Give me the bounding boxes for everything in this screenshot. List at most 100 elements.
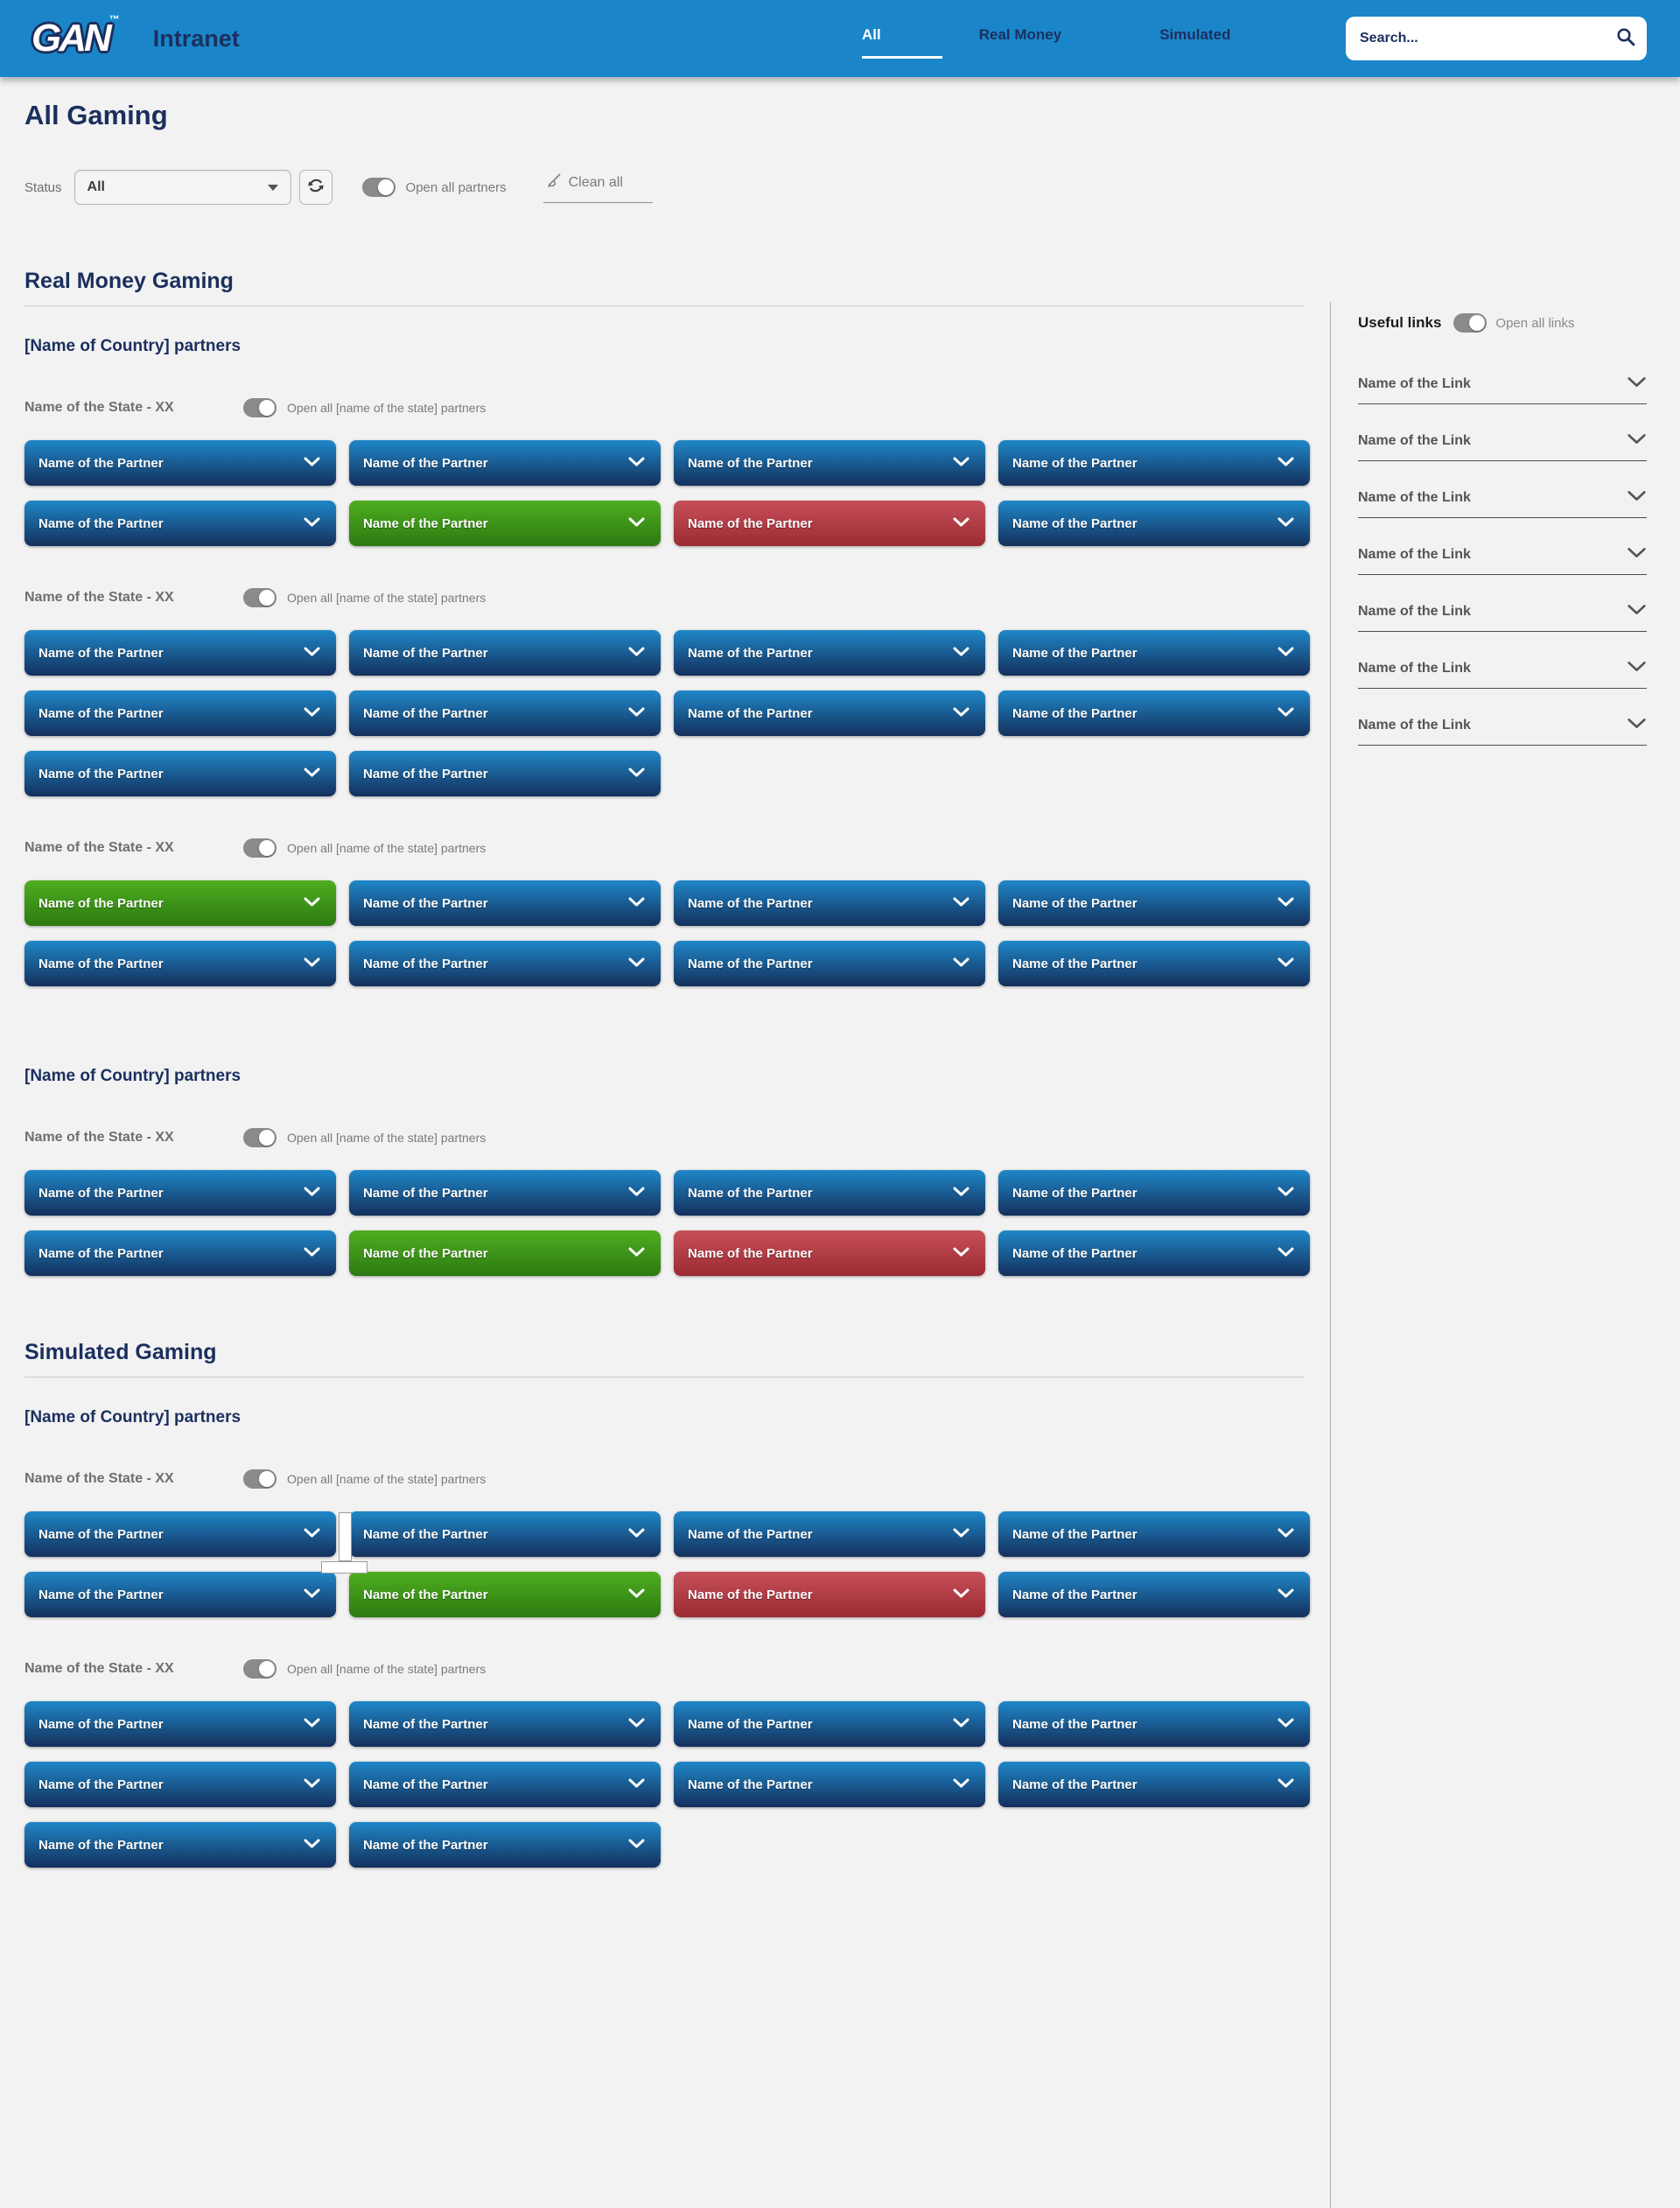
search-icon[interactable] bbox=[1615, 26, 1636, 52]
partner-button[interactable]: Name of the Partner bbox=[349, 501, 661, 546]
refresh-button[interactable] bbox=[298, 170, 332, 205]
link-item[interactable]: Name of the Link bbox=[1358, 376, 1647, 404]
open-all-state-partners-toggle[interactable] bbox=[243, 1128, 276, 1147]
partner-button[interactable]: Name of the Partner bbox=[24, 690, 336, 736]
partner-button[interactable]: Name of the Partner bbox=[349, 1511, 661, 1557]
partner-label: Name of the Partner bbox=[363, 1245, 488, 1261]
open-all-state-partners-toggle[interactable] bbox=[243, 588, 276, 607]
partner-button[interactable]: Name of the Partner bbox=[349, 630, 661, 676]
partner-label: Name of the Partner bbox=[1012, 1777, 1138, 1792]
chevron-down-icon bbox=[628, 455, 645, 471]
partner-button[interactable]: Name of the Partner bbox=[674, 880, 985, 926]
broom-icon bbox=[545, 172, 562, 193]
partner-button[interactable]: Name of the Partner bbox=[349, 690, 661, 736]
partner-button[interactable]: Name of the Partner bbox=[674, 1762, 985, 1807]
partner-button[interactable]: Name of the Partner bbox=[998, 880, 1310, 926]
partner-button[interactable]: Name of the Partner bbox=[998, 501, 1310, 546]
scrollbar-thumb-horizontal[interactable] bbox=[321, 1561, 368, 1574]
partner-button[interactable]: Name of the Partner bbox=[24, 1701, 336, 1747]
partner-label: Name of the Partner bbox=[688, 1245, 813, 1261]
chevron-down-icon bbox=[1278, 455, 1294, 471]
open-all-state-partners-toggle[interactable] bbox=[243, 838, 276, 858]
link-item[interactable]: Name of the Link bbox=[1358, 433, 1647, 461]
chevron-down-icon bbox=[953, 895, 970, 911]
chevron-down-icon bbox=[953, 1245, 970, 1261]
partner-button[interactable]: Name of the Partner bbox=[24, 1170, 336, 1216]
status-select[interactable]: All bbox=[74, 170, 291, 205]
partner-label: Name of the Partner bbox=[1012, 1587, 1138, 1602]
partner-button[interactable]: Name of the Partner bbox=[349, 1822, 661, 1868]
partner-button[interactable]: Name of the Partner bbox=[24, 1230, 336, 1276]
partner-button[interactable]: Name of the Partner bbox=[349, 880, 661, 926]
partner-button[interactable]: Name of the Partner bbox=[24, 941, 336, 986]
link-item[interactable]: Name of the Link bbox=[1358, 604, 1647, 632]
link-item[interactable]: Name of the Link bbox=[1358, 547, 1647, 575]
partner-button[interactable]: Name of the Partner bbox=[24, 1511, 336, 1557]
partner-button[interactable]: Name of the Partner bbox=[24, 1822, 336, 1868]
scrollbar-thumb-vertical[interactable] bbox=[339, 1512, 352, 1561]
partner-button[interactable]: Name of the Partner bbox=[349, 751, 661, 796]
partner-label: Name of the Partner bbox=[688, 515, 813, 531]
tab-simulated[interactable]: Simulated bbox=[1159, 26, 1231, 43]
tab-real-money[interactable]: Real Money bbox=[978, 26, 1062, 43]
partner-button[interactable]: Name of the Partner bbox=[24, 440, 336, 486]
partner-button[interactable]: Name of the Partner bbox=[674, 1701, 985, 1747]
chevron-down-icon bbox=[628, 1837, 645, 1853]
partner-button[interactable]: Name of the Partner bbox=[674, 501, 985, 546]
partner-label: Name of the Partner bbox=[38, 455, 164, 471]
partner-button[interactable]: Name of the Partner bbox=[998, 1572, 1310, 1617]
chevron-down-icon bbox=[1278, 1716, 1294, 1732]
partner-button[interactable]: Name of the Partner bbox=[674, 1230, 985, 1276]
partner-button[interactable]: Name of the Partner bbox=[24, 880, 336, 926]
partner-button[interactable]: Name of the Partner bbox=[674, 440, 985, 486]
link-item[interactable]: Name of the Link bbox=[1358, 490, 1647, 518]
partner-button[interactable]: Name of the Partner bbox=[674, 1170, 985, 1216]
partner-button[interactable]: Name of the Partner bbox=[998, 1701, 1310, 1747]
search-box[interactable] bbox=[1346, 17, 1647, 60]
partner-button[interactable]: Name of the Partner bbox=[998, 1511, 1310, 1557]
partner-button[interactable]: Name of the Partner bbox=[674, 941, 985, 986]
open-all-links-toggle[interactable] bbox=[1453, 313, 1488, 333]
partner-button[interactable]: Name of the Partner bbox=[24, 1572, 336, 1617]
link-item[interactable]: Name of the Link bbox=[1358, 661, 1647, 689]
partner-button[interactable]: Name of the Partner bbox=[349, 941, 661, 986]
partner-button[interactable]: Name of the Partner bbox=[349, 1170, 661, 1216]
tab-all[interactable]: All bbox=[862, 26, 942, 59]
partner-label: Name of the Partner bbox=[38, 1837, 164, 1853]
partner-button[interactable]: Name of the Partner bbox=[674, 630, 985, 676]
open-all-state-partners-toggle[interactable] bbox=[243, 398, 276, 417]
partner-button[interactable]: Name of the Partner bbox=[349, 1230, 661, 1276]
toggle-knob bbox=[259, 1130, 275, 1146]
partner-button[interactable]: Name of the Partner bbox=[998, 440, 1310, 486]
clean-all-button[interactable]: Clean all bbox=[542, 172, 653, 203]
link-item[interactable]: Name of the Link bbox=[1358, 718, 1647, 746]
partner-label: Name of the Partner bbox=[1012, 1245, 1138, 1261]
partner-button[interactable]: Name of the Partner bbox=[24, 630, 336, 676]
partner-button[interactable]: Name of the Partner bbox=[349, 440, 661, 486]
partner-button[interactable]: Name of the Partner bbox=[24, 751, 336, 796]
partner-button[interactable]: Name of the Partner bbox=[998, 690, 1310, 736]
partner-button[interactable]: Name of the Partner bbox=[998, 630, 1310, 676]
open-all-state-partners-toggle[interactable] bbox=[243, 1469, 276, 1489]
partner-label: Name of the Partner bbox=[363, 895, 488, 911]
partner-button[interactable]: Name of the Partner bbox=[674, 690, 985, 736]
partner-button[interactable]: Name of the Partner bbox=[998, 941, 1310, 986]
partner-button[interactable]: Name of the Partner bbox=[349, 1701, 661, 1747]
open-all-state-partners-toggle[interactable] bbox=[243, 1659, 276, 1679]
partner-button[interactable]: Name of the Partner bbox=[24, 501, 336, 546]
chevron-down-icon bbox=[1278, 515, 1294, 531]
partner-button[interactable]: Name of the Partner bbox=[998, 1230, 1310, 1276]
partner-button[interactable]: Name of the Partner bbox=[349, 1572, 661, 1617]
partner-button[interactable]: Name of the Partner bbox=[674, 1572, 985, 1617]
search-input[interactable] bbox=[1360, 31, 1615, 46]
partner-button[interactable]: Name of the Partner bbox=[24, 1762, 336, 1807]
partner-button[interactable]: Name of the Partner bbox=[998, 1170, 1310, 1216]
partner-button[interactable]: Name of the Partner bbox=[674, 1511, 985, 1557]
open-all-partners-toggle[interactable] bbox=[361, 178, 396, 197]
country-title: [Name of Country] partners bbox=[24, 1067, 242, 1085]
partner-button[interactable]: Name of the Partner bbox=[998, 1762, 1310, 1807]
chevron-down-icon bbox=[1627, 490, 1647, 506]
country-title: [Name of Country] partners bbox=[24, 1408, 242, 1426]
chevron-down-icon bbox=[1278, 1245, 1294, 1261]
partner-button[interactable]: Name of the Partner bbox=[349, 1762, 661, 1807]
